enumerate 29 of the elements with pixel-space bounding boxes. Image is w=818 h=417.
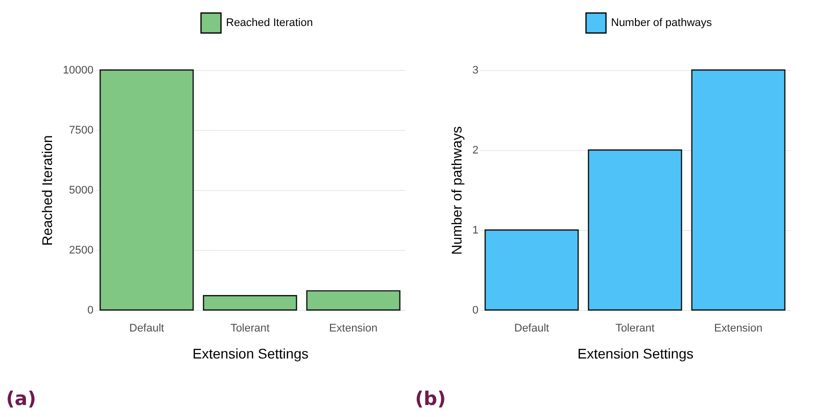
bar	[588, 149, 682, 311]
y-tick-label: 2	[472, 144, 478, 156]
x-tick-label: Default	[129, 322, 164, 334]
bar	[100, 69, 194, 311]
x-tick-label: Tolerant	[230, 322, 270, 334]
text: (a)	[6, 388, 36, 410]
x-tick-label: Extension	[329, 322, 378, 334]
bar	[691, 69, 786, 311]
y-tick-label: 3	[472, 64, 478, 76]
bar	[306, 290, 400, 311]
y-tick-label: 10000	[62, 64, 94, 76]
y-tick-label: 5000	[69, 184, 94, 196]
y-tick-label: 7500	[69, 124, 94, 136]
y-tick-label: 1	[472, 224, 478, 236]
text: (b)	[415, 388, 446, 410]
x-axis-title: Extension Settings	[578, 346, 694, 362]
bar	[202, 295, 298, 311]
y-tick-label: 0	[87, 304, 94, 316]
y-axis-title: Reached Iteration	[38, 135, 55, 246]
legend-label: Reached Iteration	[226, 17, 313, 29]
text: Number of pathways	[611, 17, 712, 29]
y-tick-label: 2500	[69, 244, 94, 256]
y-tick-label: 0	[472, 304, 478, 316]
y-axis-title: Number of pathways	[448, 126, 464, 255]
x-tick-label: Default	[514, 322, 550, 334]
x-tick-label: Tolerant	[615, 322, 655, 334]
x-tick-label: Extension	[714, 322, 762, 334]
x-axis-title: Extension Settings	[192, 346, 308, 362]
bar	[484, 229, 579, 311]
